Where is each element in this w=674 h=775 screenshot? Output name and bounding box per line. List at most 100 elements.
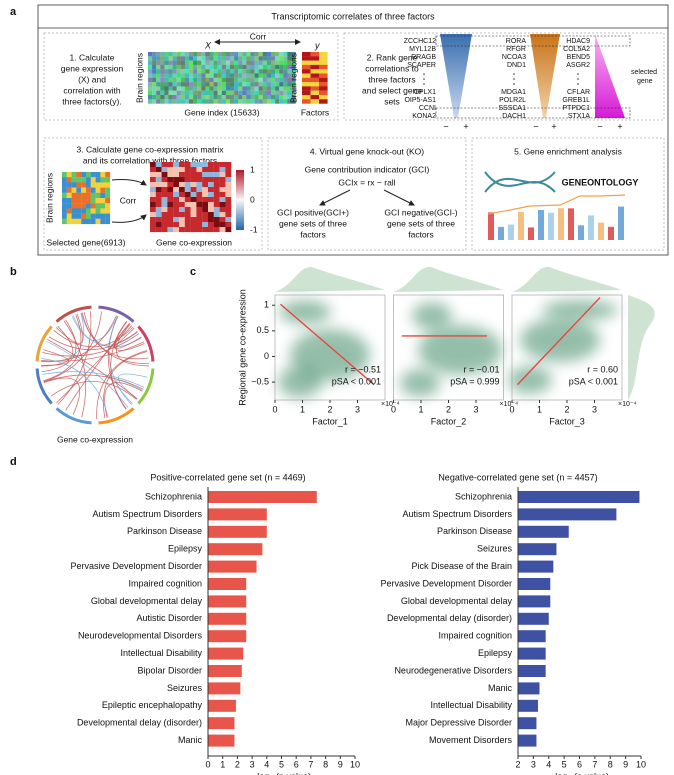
sign: + xyxy=(617,121,622,131)
heatmap-cell xyxy=(208,167,214,173)
heatmap-cell xyxy=(197,99,202,104)
heatmap-cell xyxy=(167,202,174,208)
arrow xyxy=(111,179,147,186)
x-scale-label: ×10⁻⁴ xyxy=(381,401,400,408)
label: Corr xyxy=(120,195,137,205)
heatmap-cell xyxy=(310,86,320,91)
heatmap-cell xyxy=(190,177,197,183)
heatmap-cell xyxy=(205,60,210,65)
heatmap-cell xyxy=(197,77,202,83)
heatmap-cell xyxy=(156,52,161,57)
heatmap-cell xyxy=(100,213,106,219)
heatmap-cell xyxy=(266,56,272,61)
heatmap-cell xyxy=(190,162,197,168)
heatmap-cell xyxy=(180,56,185,61)
heatmap-cell xyxy=(148,64,153,70)
heatmap-cell xyxy=(161,202,168,208)
arrow xyxy=(111,214,147,223)
heatmap-cell xyxy=(90,203,96,209)
heatmap-cell xyxy=(219,202,226,208)
bar xyxy=(518,491,640,503)
heatmap-cell xyxy=(209,95,214,100)
heatmap-cell xyxy=(213,99,218,104)
heatmap-cell xyxy=(150,227,156,233)
heatmap-cell xyxy=(319,99,328,104)
heatmap-cell xyxy=(196,217,203,223)
circos-arc xyxy=(98,407,135,425)
heatmap-cell xyxy=(266,60,272,65)
heatmap-cell xyxy=(310,95,320,100)
heatmap-cell xyxy=(254,52,259,57)
bar xyxy=(208,543,263,556)
heatmap-cell xyxy=(221,99,226,104)
category-label: Manic xyxy=(488,683,513,693)
x-tick-label: 4 xyxy=(546,759,551,769)
heatmap-cell xyxy=(161,217,168,223)
heatmap-cell xyxy=(250,69,255,74)
heatmap-cell xyxy=(95,198,101,204)
heatmap-cell xyxy=(205,99,210,104)
step-text: 3. Calculate gene co-expression matrix xyxy=(77,144,225,154)
heatmap-cell xyxy=(150,197,156,203)
heatmap-cell xyxy=(238,99,243,104)
heatmap-cell xyxy=(184,99,190,104)
heatmap-cell xyxy=(266,86,272,91)
label: Gene co-expression xyxy=(156,237,232,247)
heatmap-cell xyxy=(287,64,292,70)
heatmap-cell xyxy=(254,69,259,74)
heatmap-cell xyxy=(283,77,288,83)
bar xyxy=(518,682,540,695)
colorbar-label: 1 xyxy=(250,164,255,174)
heatmap-cell xyxy=(283,60,288,65)
heatmap-cell xyxy=(90,208,96,214)
heatmap-cell xyxy=(190,227,197,233)
heatmap-cell xyxy=(172,95,177,100)
heatmap-cell xyxy=(179,202,185,208)
heatmap-cell xyxy=(230,60,235,65)
heatmap-cell xyxy=(205,77,210,83)
heatmap-cell xyxy=(279,86,284,91)
heatmap-cell xyxy=(254,77,259,83)
gene-name: MYL12B xyxy=(409,46,436,53)
heatmap-cell xyxy=(100,218,106,225)
heatmap-cell xyxy=(209,86,214,91)
heatmap-cell xyxy=(86,208,91,214)
heatmap-cell xyxy=(319,95,328,100)
x-tick-label: 1 xyxy=(418,404,423,414)
heatmap-cell xyxy=(62,172,67,178)
heatmap-cell xyxy=(160,90,165,96)
heatmap-cell xyxy=(213,73,218,78)
heatmap-cell xyxy=(148,69,153,74)
heatmap-cell xyxy=(196,212,203,218)
ellipsis-dot xyxy=(513,83,515,85)
heatmap-cell xyxy=(86,213,91,219)
panel-label: a xyxy=(10,6,17,18)
heatmap-cell xyxy=(148,60,153,65)
heatmap-cell xyxy=(258,95,263,100)
bar xyxy=(208,491,317,503)
marginal-hist xyxy=(512,267,622,292)
heatmap-cell xyxy=(155,182,162,188)
category-label: Impaired cognition xyxy=(438,631,512,641)
annotation: r = −0.51 xyxy=(345,364,381,374)
heatmap-cell xyxy=(90,198,96,204)
heatmap-cell xyxy=(302,95,311,100)
heatmap-cell xyxy=(76,187,82,193)
heatmap-cell xyxy=(71,203,77,209)
heatmap-cell xyxy=(213,56,218,61)
heatmap-cell xyxy=(234,52,239,57)
heatmap-cell xyxy=(167,192,174,198)
heatmap-cell xyxy=(271,69,276,74)
x-tick-label: 3 xyxy=(355,404,360,414)
heatmap-cell xyxy=(184,182,191,188)
circos-chord xyxy=(48,331,138,351)
heatmap-cell xyxy=(155,217,162,223)
heatmap-cell xyxy=(291,77,296,83)
heatmap-cell xyxy=(152,90,157,96)
x-tick-label: 3 xyxy=(531,759,536,769)
heatmap-cell xyxy=(217,99,222,104)
heatmap-cell xyxy=(221,77,226,83)
heatmap-cell xyxy=(160,86,165,91)
y-tick-label: −0.5 xyxy=(251,376,269,386)
heatmap-cell xyxy=(271,56,276,61)
